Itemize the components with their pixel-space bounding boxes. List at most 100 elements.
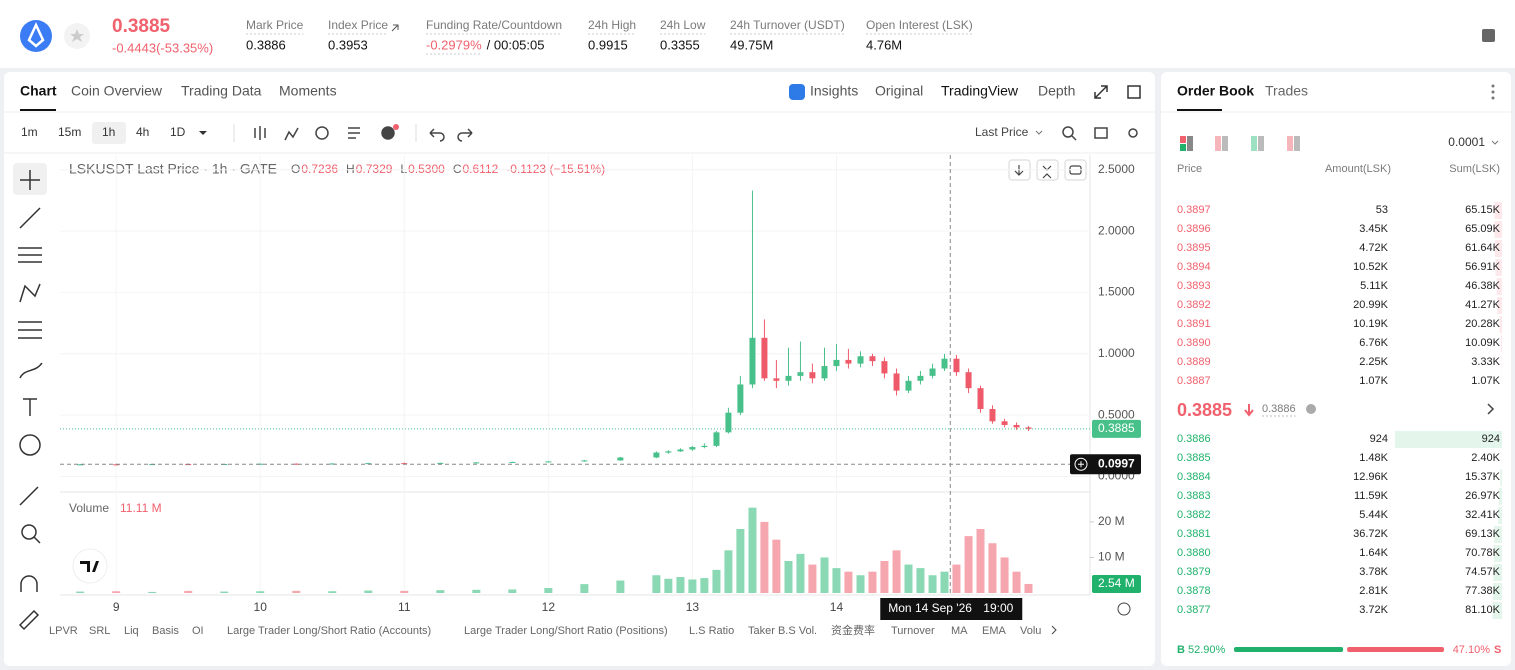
candle-body [653, 452, 660, 458]
book-price[interactable]: 0.3891 [1177, 318, 1211, 330]
book-price[interactable]: 0.3880 [1177, 547, 1211, 559]
indicator[interactable]: EMA [982, 625, 1007, 637]
more-icons[interactable] [1035, 84, 1499, 145]
book-amount: 1.07K [1359, 375, 1388, 387]
book-sum: 10.09K [1465, 337, 1501, 349]
interval[interactable]: 15m [58, 125, 81, 139]
tab[interactable]: Chart [20, 83, 57, 99]
stat-value: 0.3953 [328, 37, 368, 52]
book-price[interactable]: 0.3877 [1177, 604, 1211, 616]
book-sum: 1.07K [1471, 375, 1500, 387]
interval[interactable]: 1D [170, 125, 186, 139]
book-price[interactable]: 0.3879 [1177, 566, 1211, 578]
buy-label: 52.90% [1188, 644, 1226, 656]
volume-bar [964, 536, 973, 593]
volume-bar [796, 553, 805, 593]
tab[interactable]: Coin Overview [71, 83, 163, 99]
book-price[interactable]: 0.3897 [1177, 204, 1211, 216]
depth-bar [1494, 240, 1502, 257]
depth-bar [1500, 335, 1502, 352]
header-bg [0, 0, 1515, 68]
interval[interactable]: 1m [21, 125, 38, 139]
indicator[interactable]: 资金费率 [831, 623, 875, 637]
indicator[interactable]: OI [192, 625, 204, 637]
book-tab[interactable]: Order Book [1177, 83, 1254, 99]
volume-bar [988, 543, 997, 593]
book-price[interactable]: 0.3886 [1177, 433, 1211, 445]
candle-body [701, 445, 708, 448]
book-price[interactable]: 0.3894 [1177, 261, 1211, 273]
candle-body [665, 451, 672, 453]
crosshair-add[interactable] [1074, 457, 1088, 471]
expand-arrow[interactable] [1487, 403, 1495, 415]
book-sum: 77.38K [1465, 585, 1501, 597]
indicator[interactable]: Volu [1020, 625, 1041, 637]
settings-icon[interactable] [1117, 602, 1131, 616]
depth-bar [1494, 202, 1502, 219]
view-tab[interactable]: Depth [1038, 83, 1075, 99]
x-tick-label: 9 [113, 600, 120, 614]
book-price[interactable]: 0.3881 [1177, 528, 1211, 540]
book-tab[interactable]: Trades [1265, 83, 1308, 99]
indicator[interactable]: Liq [124, 625, 139, 637]
view-tab[interactable]: Insights [810, 83, 858, 99]
last-price-tag [1092, 419, 1141, 438]
volume-bar [868, 571, 877, 593]
book-amount: 6.76K [1359, 337, 1388, 349]
indicator[interactable]: L.S Ratio [689, 625, 734, 637]
tab[interactable]: Trading Data [181, 83, 262, 99]
book-price[interactable]: 0.3878 [1177, 585, 1211, 597]
scroll-arrow[interactable] [1051, 625, 1057, 635]
volume-bar [112, 591, 121, 593]
book-view-icons[interactable] [1180, 136, 1300, 151]
volume-bar [940, 571, 949, 593]
book-price[interactable]: 0.3892 [1177, 299, 1211, 311]
book-price[interactable]: 0.3885 [1177, 452, 1211, 464]
stat-label: 24h Turnover (USDT) [730, 18, 845, 32]
book-price[interactable]: 0.3882 [1177, 509, 1211, 521]
book-price[interactable]: 0.3896 [1177, 223, 1211, 235]
volume-bar [700, 578, 709, 593]
indicator[interactable]: LPVR [49, 625, 78, 637]
expand-icon[interactable] [1094, 85, 1108, 99]
depth-bar [1493, 564, 1502, 581]
volume-bar [952, 564, 961, 593]
book-price[interactable]: 0.3887 [1177, 375, 1211, 387]
view-tab[interactable]: Original [875, 83, 923, 99]
depth-bar [1498, 507, 1502, 524]
coin-logo [20, 20, 52, 52]
indicator[interactable]: Large Trader Long/Short Ratio (Accounts) [227, 625, 431, 637]
tab[interactable]: Moments [279, 83, 337, 99]
indicator[interactable]: MA [951, 625, 968, 637]
depth-bar [1500, 469, 1502, 486]
book-price[interactable]: 0.3890 [1177, 337, 1211, 349]
precision[interactable]: 0.0001 [1448, 135, 1485, 149]
badge [393, 124, 399, 130]
indicator[interactable]: Turnover [891, 625, 935, 637]
stat-label: 24h Low [660, 18, 706, 32]
y-tick-label: 2.5000 [1098, 162, 1135, 176]
price-type[interactable]: Last Price [975, 125, 1029, 139]
last-volume-tag [1092, 574, 1141, 593]
interval[interactable]: 1h [102, 125, 115, 139]
book-price[interactable]: 0.3883 [1177, 490, 1211, 502]
drawing-tools[interactable] [13, 163, 47, 631]
volume-bar [928, 575, 937, 593]
indicator[interactable]: Basis [152, 625, 179, 637]
chart-panel [4, 72, 1155, 666]
candle-body [689, 447, 696, 450]
book-price[interactable]: 0.3884 [1177, 471, 1211, 483]
interval[interactable]: 4h [136, 125, 149, 139]
volume-bar [676, 577, 685, 593]
indicator[interactable]: Taker B.S Vol. [748, 625, 817, 637]
candle-body [953, 358, 960, 373]
view-tab[interactable]: TradingView [941, 83, 1019, 99]
book-price[interactable]: 0.3895 [1177, 242, 1211, 254]
header-icon[interactable] [1482, 29, 1495, 42]
indicator[interactable]: Large Trader Long/Short Ratio (Positions… [464, 625, 668, 637]
depth-bar [1395, 431, 1502, 448]
book-price[interactable]: 0.3893 [1177, 280, 1211, 292]
book-price[interactable]: 0.3889 [1177, 356, 1211, 368]
indicator[interactable]: SRL [89, 625, 110, 637]
window-icon[interactable] [1127, 85, 1141, 99]
